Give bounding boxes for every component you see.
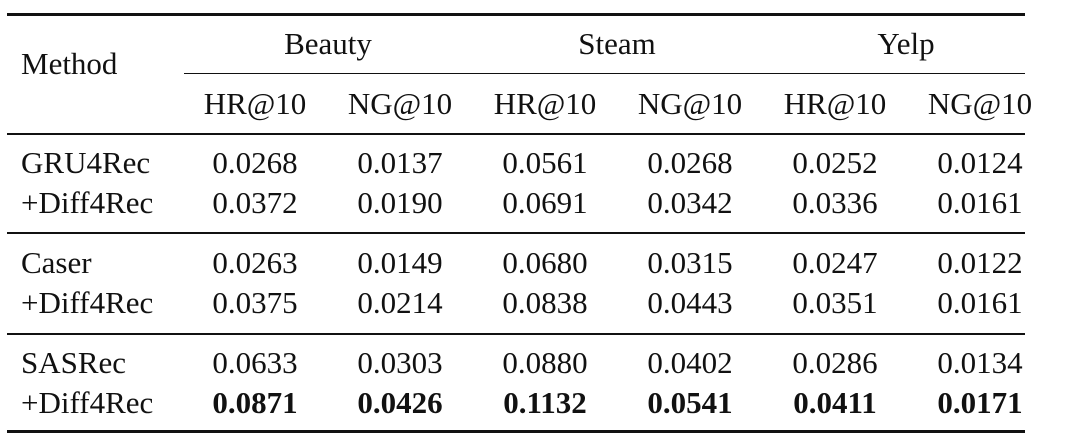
metric-header: NG@10 bbox=[347, 86, 453, 121]
method-name: +Diff4Rec bbox=[21, 285, 154, 320]
dataset-header-beauty: Beauty bbox=[284, 26, 372, 61]
table-cell: 0.0263 bbox=[212, 245, 298, 280]
table-cell: 0.0336 bbox=[792, 185, 878, 220]
table-cell: 0.0443 bbox=[647, 285, 733, 320]
method-name: SASRec bbox=[21, 345, 127, 380]
table-cell: 0.0124 bbox=[937, 145, 1023, 180]
table-cell: 0.0351 bbox=[792, 285, 878, 320]
table-cell: 0.0342 bbox=[647, 185, 733, 220]
table-cell: 0.0122 bbox=[937, 245, 1023, 280]
table-cell: 0.0375 bbox=[212, 285, 298, 320]
table-cell: 0.0214 bbox=[357, 285, 443, 320]
top-rule bbox=[7, 13, 1025, 16]
method-name: +Diff4Rec bbox=[21, 385, 154, 420]
table-cell: 0.0680 bbox=[502, 245, 588, 280]
table-cell: 0.0633 bbox=[212, 345, 298, 380]
dataset-underline bbox=[184, 73, 1025, 74]
group-rule-2 bbox=[7, 333, 1025, 335]
table-cell: 0.0880 bbox=[502, 345, 588, 380]
table-cell: 0.0411 bbox=[793, 385, 877, 420]
method-name: Caser bbox=[21, 245, 92, 280]
group-rule-1 bbox=[7, 232, 1025, 234]
table-cell: 0.0541 bbox=[647, 385, 733, 420]
table-cell: 0.0252 bbox=[792, 145, 878, 180]
metric-header: HR@10 bbox=[203, 86, 307, 121]
table-cell: 0.0247 bbox=[792, 245, 878, 280]
table-cell: 0.0161 bbox=[937, 285, 1023, 320]
method-name: +Diff4Rec bbox=[21, 185, 154, 220]
table-cell: 0.0303 bbox=[357, 345, 443, 380]
table-cell: 0.0149 bbox=[357, 245, 443, 280]
dataset-header-steam: Steam bbox=[578, 26, 656, 61]
header-rule bbox=[7, 133, 1025, 135]
table-cell: 0.0871 bbox=[212, 385, 298, 420]
table-cell: 0.0268 bbox=[647, 145, 733, 180]
method-header: Method bbox=[21, 46, 118, 81]
table-cell: 0.0171 bbox=[937, 385, 1023, 420]
method-name: GRU4Rec bbox=[21, 145, 151, 180]
table-cell: 0.0286 bbox=[792, 345, 878, 380]
table-cell: 0.0268 bbox=[212, 145, 298, 180]
table-cell: 0.0561 bbox=[502, 145, 588, 180]
table-cell: 0.0161 bbox=[937, 185, 1023, 220]
metric-header: HR@10 bbox=[783, 86, 887, 121]
bottom-rule bbox=[7, 430, 1025, 433]
table-cell: 0.0315 bbox=[647, 245, 733, 280]
table-cell: 0.1132 bbox=[503, 385, 587, 420]
dataset-header-yelp: Yelp bbox=[877, 26, 935, 61]
table-cell: 0.0402 bbox=[647, 345, 733, 380]
metric-header: HR@10 bbox=[493, 86, 597, 121]
metric-header: NG@10 bbox=[927, 86, 1033, 121]
metric-header: NG@10 bbox=[637, 86, 743, 121]
table-cell: 0.0134 bbox=[937, 345, 1023, 380]
table-cell: 0.0426 bbox=[357, 385, 443, 420]
table-cell: 0.0137 bbox=[357, 145, 443, 180]
table-cell: 0.0372 bbox=[212, 185, 298, 220]
table-cell: 0.0691 bbox=[502, 185, 588, 220]
table-cell: 0.0838 bbox=[502, 285, 588, 320]
table-cell: 0.0190 bbox=[357, 185, 443, 220]
